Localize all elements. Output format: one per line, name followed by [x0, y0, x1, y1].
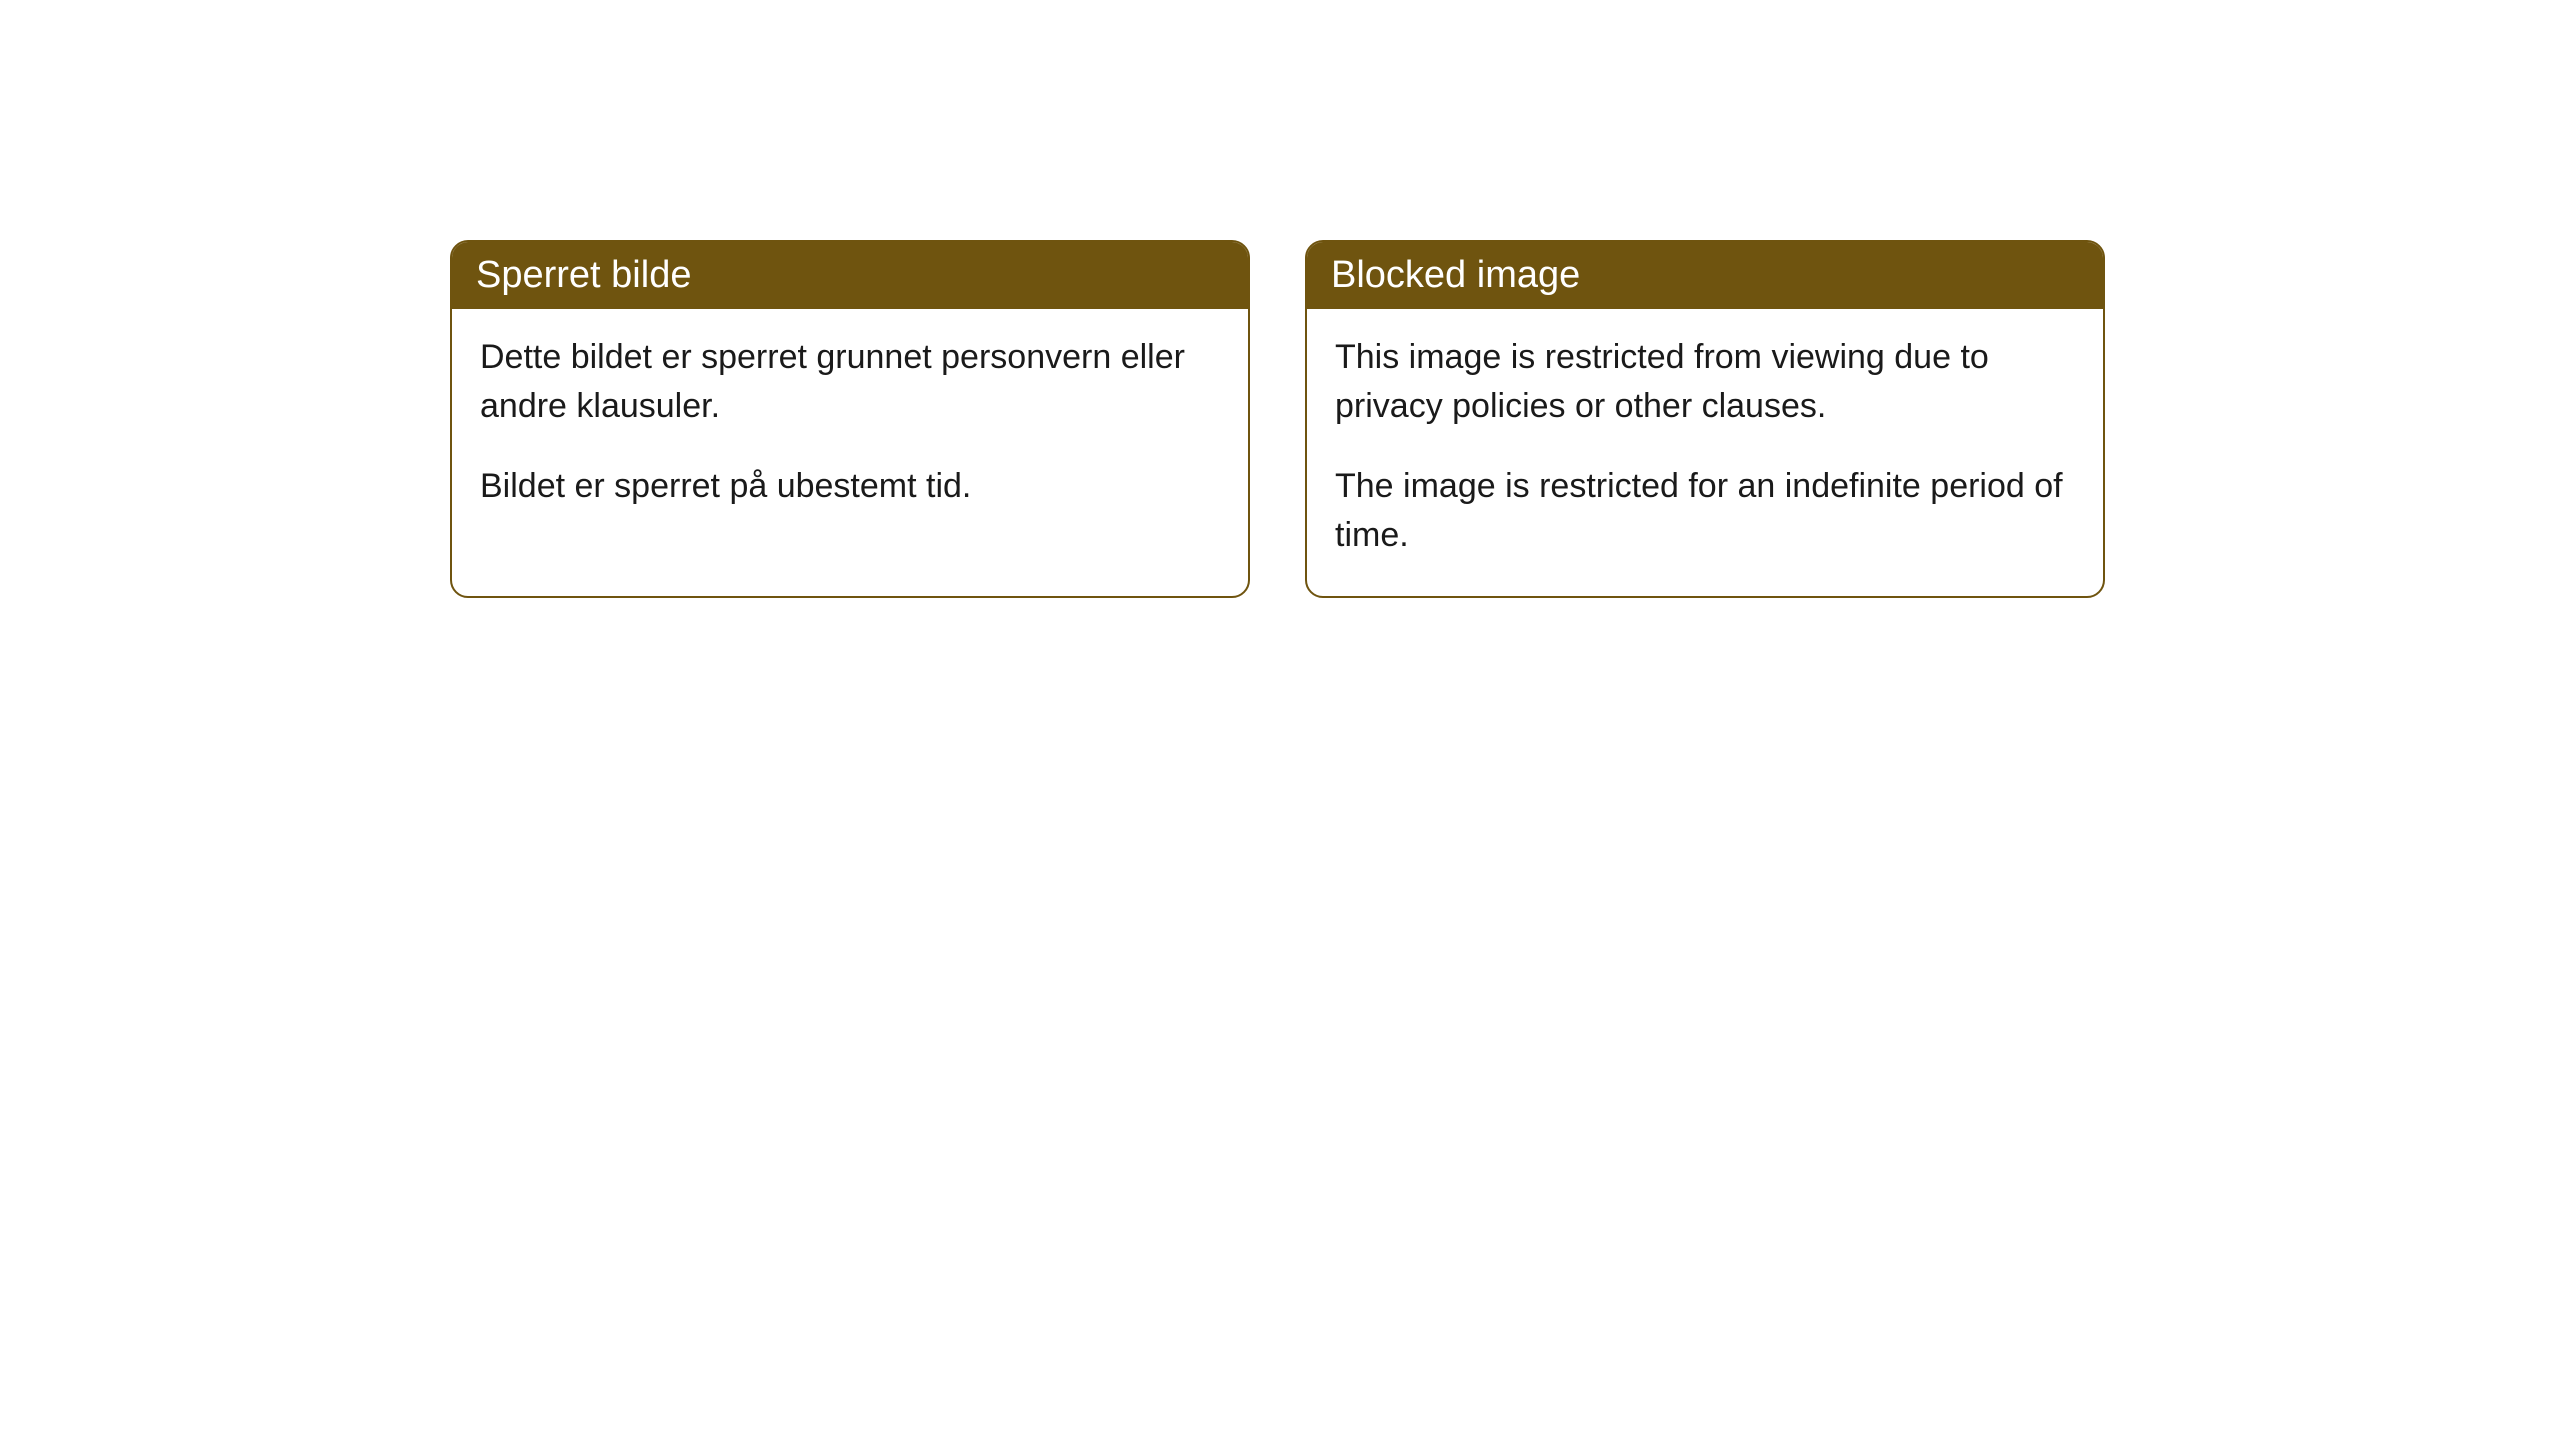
blocked-image-card-en: Blocked image This image is restricted f…	[1305, 240, 2105, 598]
card-title-en: Blocked image	[1307, 242, 2103, 309]
card-body-en: This image is restricted from viewing du…	[1307, 309, 2103, 596]
blocked-image-cards: Sperret bilde Dette bildet er sperret gr…	[450, 240, 2560, 598]
blocked-image-card-no: Sperret bilde Dette bildet er sperret gr…	[450, 240, 1250, 598]
card-text-no-1: Dette bildet er sperret grunnet personve…	[480, 333, 1220, 432]
card-title-no: Sperret bilde	[452, 242, 1248, 309]
card-text-en-2: The image is restricted for an indefinit…	[1335, 462, 2075, 561]
card-text-en-1: This image is restricted from viewing du…	[1335, 333, 2075, 432]
card-text-no-2: Bildet er sperret på ubestemt tid.	[480, 462, 1220, 511]
card-body-no: Dette bildet er sperret grunnet personve…	[452, 309, 1248, 547]
